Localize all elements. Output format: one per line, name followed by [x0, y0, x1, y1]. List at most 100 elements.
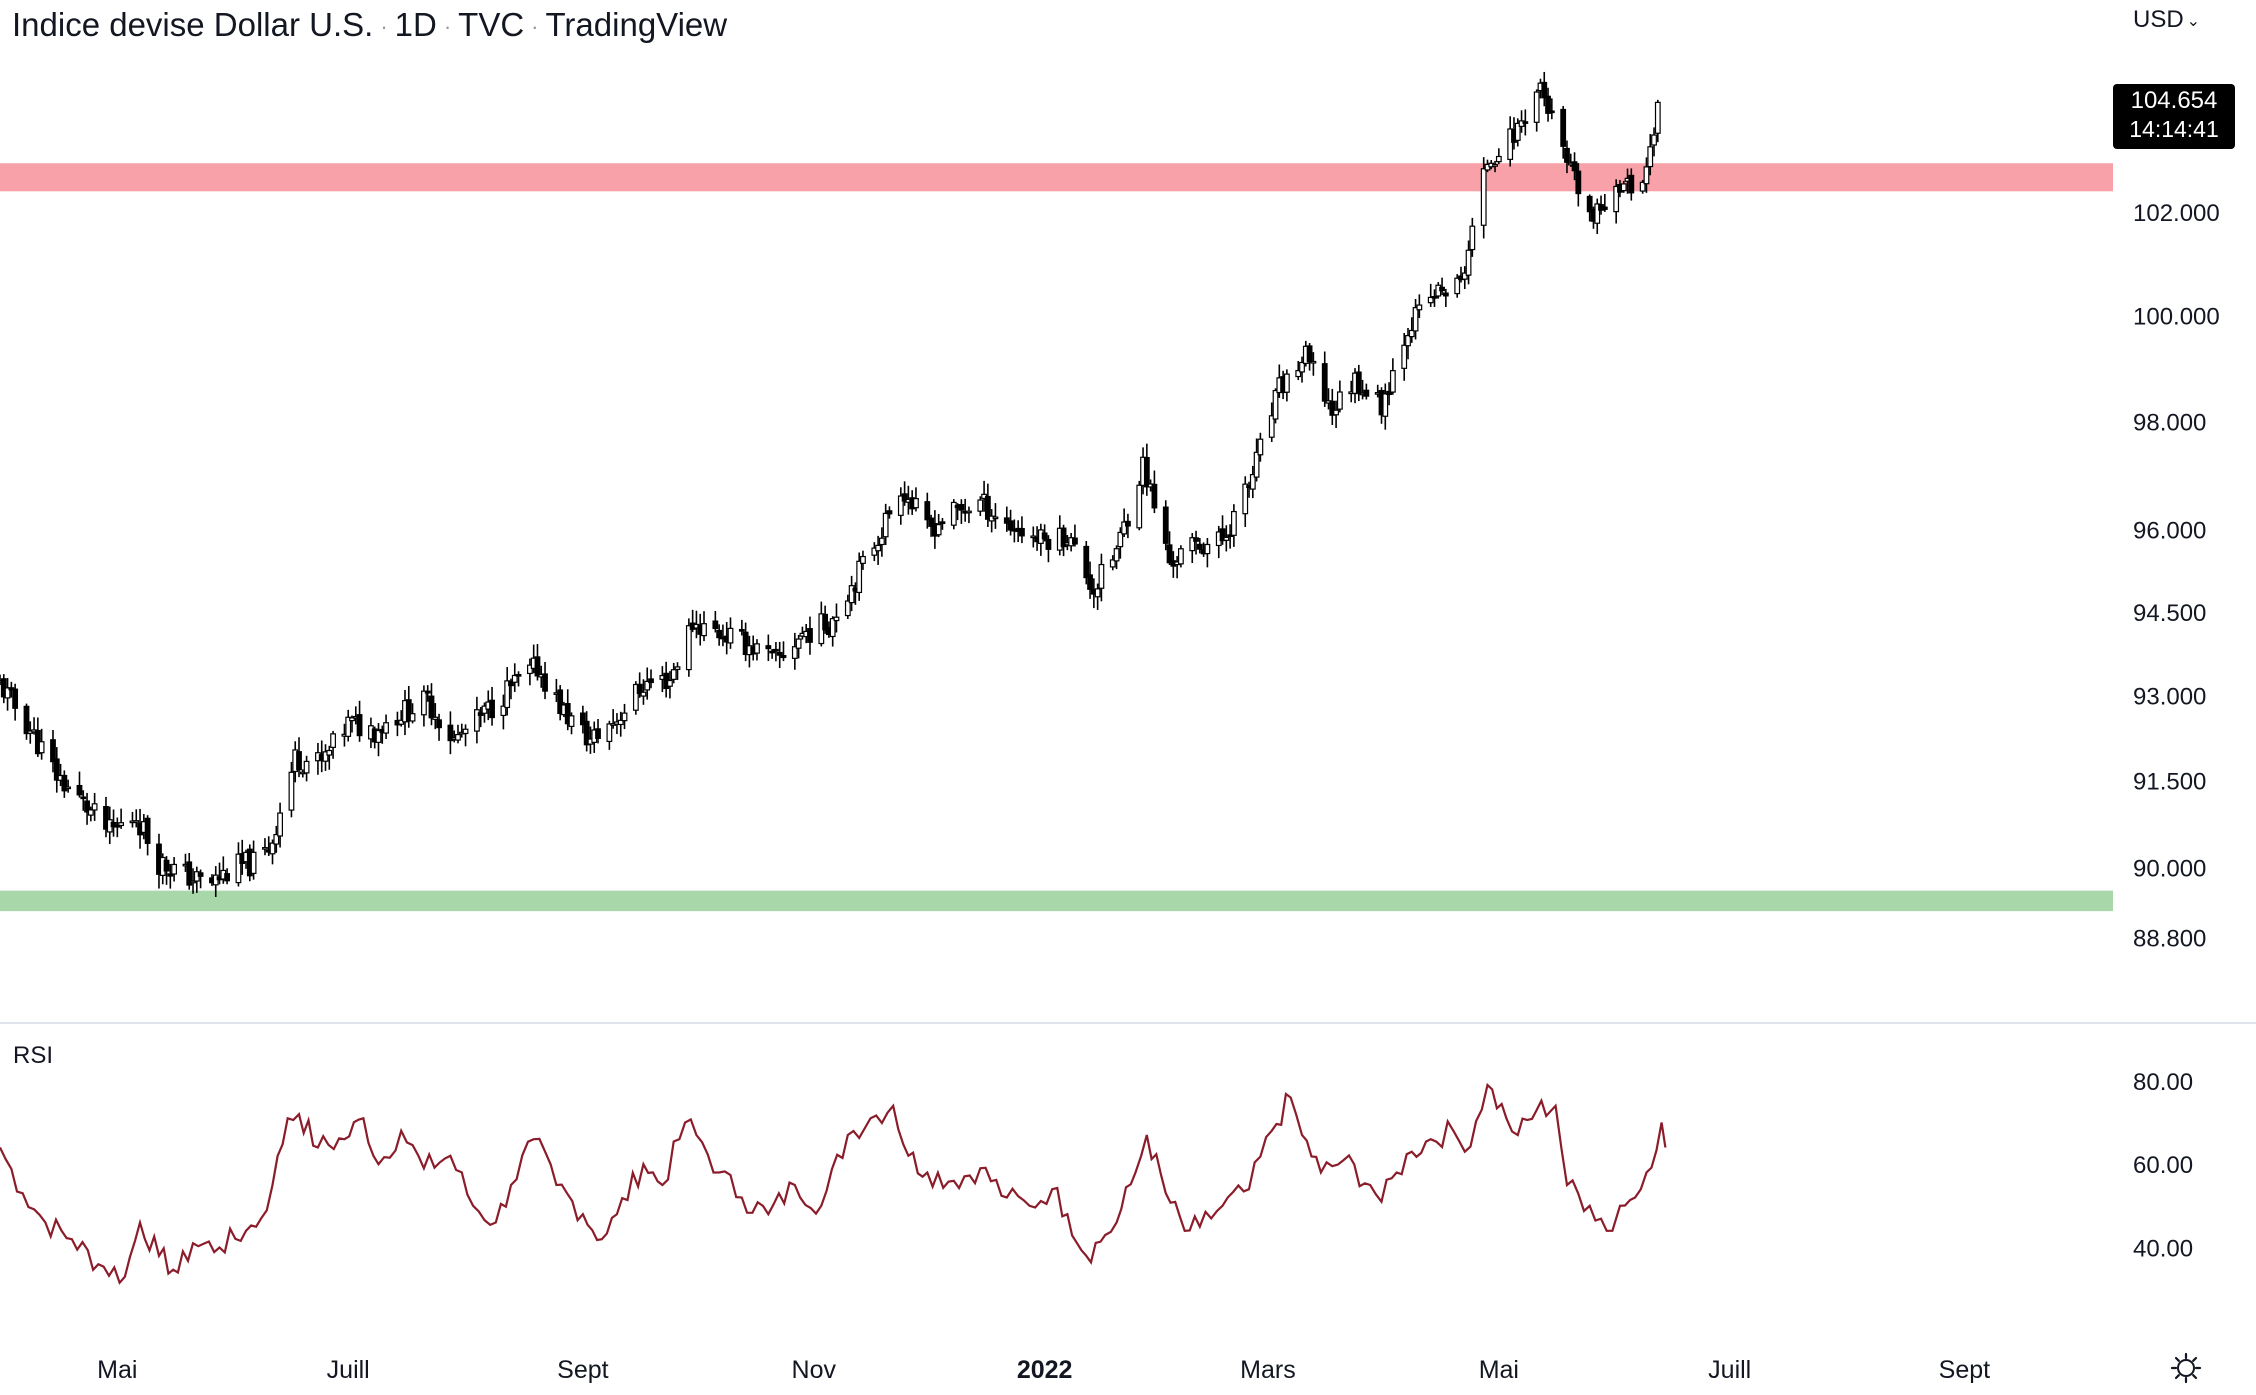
candle-body — [1639, 181, 1646, 192]
candle-body — [878, 537, 885, 546]
candle-body — [1041, 532, 1048, 540]
candle-body — [84, 800, 90, 813]
candle-body — [1601, 206, 1608, 210]
rsi-axis[interactable]: 80.00 60.00 40.00 — [2133, 1069, 2193, 1263]
candle-body — [1299, 361, 1305, 373]
candle-body — [1166, 544, 1173, 564]
candle-body — [1575, 170, 1582, 195]
last-price: 104.654 — [2130, 87, 2218, 114]
candle-body — [330, 733, 336, 748]
resistance-zone[interactable] — [0, 163, 2113, 192]
candle-body — [848, 585, 855, 604]
candle-body — [103, 805, 109, 830]
candle-body — [1439, 286, 1445, 292]
candle-body — [1306, 345, 1313, 363]
candle-body — [1495, 155, 1502, 163]
candle-body — [349, 717, 355, 722]
candle-body — [701, 623, 707, 637]
candle-body — [822, 613, 829, 631]
candle-body — [754, 643, 760, 654]
candle-body — [511, 674, 518, 683]
rsi-tick-label: 80.00 — [2133, 1069, 2193, 1096]
candle-body — [186, 861, 193, 886]
currency-label: USD — [2133, 6, 2184, 33]
candle-body — [163, 859, 170, 872]
candle-body — [636, 683, 643, 695]
candle-body — [928, 517, 934, 527]
candle-body — [409, 713, 416, 722]
bar-countdown: 14:14:41 — [2129, 116, 2219, 142]
candle-body — [1647, 146, 1654, 168]
candle-body — [383, 722, 389, 734]
candle-body — [875, 544, 882, 552]
price-tick-label: 102.000 — [2133, 200, 2220, 227]
candle-body — [1620, 183, 1627, 192]
candle-body — [1253, 451, 1260, 478]
candle-body — [76, 784, 83, 796]
candle-body — [1219, 528, 1226, 542]
candle-body — [1321, 363, 1328, 402]
candle-body — [421, 690, 427, 716]
candle-body — [345, 716, 352, 737]
currency-dropdown[interactable]: USD ⌄ — [2133, 6, 2200, 34]
interval-label[interactable]: 1D — [394, 6, 437, 43]
candle-body — [432, 716, 439, 720]
candle-body — [807, 628, 813, 643]
candle-body — [977, 499, 984, 512]
rsi-label[interactable]: RSI — [13, 1042, 54, 1069]
symbol-name[interactable]: Indice devise Dollar U.S. — [12, 6, 374, 43]
candle-body — [436, 719, 442, 729]
candle-body — [1019, 527, 1025, 537]
candle-body — [171, 863, 178, 875]
candle-body — [1329, 400, 1336, 416]
candle-body — [197, 872, 204, 877]
rsi-tick-label: 40.00 — [2133, 1236, 2193, 1263]
rsi-layer — [0, 1082, 1667, 1285]
candle-body — [1389, 370, 1396, 393]
price-tick-label: 100.000 — [2133, 303, 2220, 330]
price-tick-label: 96.000 — [2133, 517, 2206, 544]
candle-body — [269, 842, 276, 855]
price-tick-label: 98.000 — [2133, 409, 2206, 436]
candle-body — [765, 645, 772, 650]
candle-body — [648, 678, 654, 684]
candle-body — [481, 705, 488, 714]
candle-body — [508, 680, 514, 687]
candle-body — [1507, 128, 1514, 160]
candle-body — [667, 679, 673, 687]
candle-body — [1109, 559, 1116, 568]
title-separator: · — [380, 14, 388, 40]
candle-body — [1461, 272, 1468, 280]
candle-body — [1405, 334, 1411, 347]
candle-body — [1651, 134, 1657, 146]
candle-body — [515, 673, 522, 677]
support-zone[interactable] — [0, 890, 2113, 912]
candle-body — [61, 774, 68, 792]
candle-body — [133, 820, 140, 823]
candle-body — [167, 873, 174, 877]
candle-body — [1098, 563, 1105, 589]
time-tick-label: Nov — [792, 1356, 837, 1384]
candle-body — [262, 847, 268, 850]
candle-body — [542, 673, 548, 692]
candle-body — [534, 656, 541, 677]
candle-body — [992, 516, 999, 520]
sun-gear-icon[interactable] — [2170, 1352, 2202, 1384]
candle-body — [1242, 483, 1249, 515]
candle-body — [1431, 296, 1438, 299]
candle-body — [87, 809, 94, 816]
price-axis[interactable]: 104.000102.000100.00098.00096.00094.5009… — [2133, 98, 2220, 953]
candle-body — [38, 741, 45, 754]
candle-body — [1560, 108, 1567, 147]
time-tick-label: Mai — [97, 1356, 137, 1384]
candle-body — [833, 616, 840, 622]
candle-body — [1613, 185, 1620, 213]
candle-body — [1257, 438, 1264, 456]
exchange-label: TVC — [458, 6, 525, 43]
candle-body — [80, 796, 87, 800]
candle-body — [1007, 520, 1014, 531]
candle-body — [1480, 168, 1487, 226]
time-axis[interactable]: Mai Juill Sept Nov 2022 Mars Mai Juill Sept — [97, 1356, 1990, 1384]
candle-body — [1408, 329, 1415, 338]
